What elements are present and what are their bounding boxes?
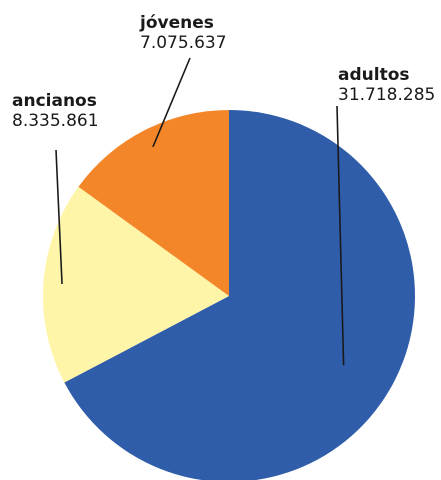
pie-slice-jovenes [78,110,229,296]
pie-slices [42,110,416,480]
label-ancianos-value: 8.335.861 [12,111,99,131]
label-jovenes-name: jóvenes [139,13,214,33]
leader-line-ancianos [55,149,63,285]
leader-lines [55,57,345,366]
label-jovenes-value: 7.075.637 [140,33,227,53]
label-ancianos-name: ancianos [12,91,97,111]
pie-slice-adultos [64,110,416,480]
leader-line-jovenes [152,57,191,148]
leader-line-adultos [336,105,345,366]
pie-slice-ancianos [42,186,229,383]
label-adultos-name: adultos [338,65,410,85]
label-adultos-value: 31.718.285 [338,85,435,105]
